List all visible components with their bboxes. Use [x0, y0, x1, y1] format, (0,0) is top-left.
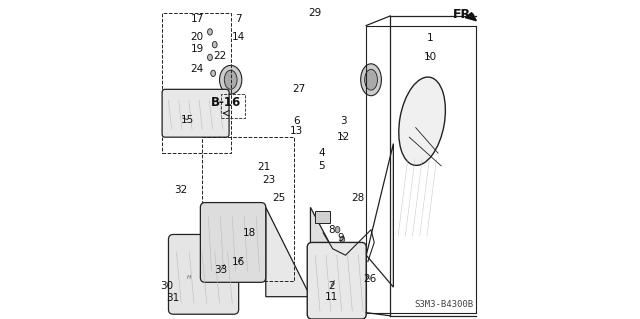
- Text: 7: 7: [236, 14, 242, 24]
- Text: 10: 10: [424, 52, 436, 63]
- Bar: [202, 137, 294, 281]
- Ellipse shape: [211, 70, 216, 77]
- Text: 20: 20: [191, 32, 204, 42]
- Ellipse shape: [340, 236, 345, 242]
- Ellipse shape: [220, 65, 242, 94]
- FancyBboxPatch shape: [200, 203, 266, 282]
- Text: 30: 30: [160, 280, 173, 291]
- Polygon shape: [310, 207, 358, 297]
- Text: 27: 27: [292, 84, 306, 94]
- Ellipse shape: [207, 54, 212, 61]
- FancyBboxPatch shape: [162, 89, 229, 137]
- FancyBboxPatch shape: [168, 234, 239, 314]
- Text: B-16: B-16: [211, 96, 241, 108]
- Text: 6: 6: [292, 116, 300, 126]
- Polygon shape: [465, 13, 476, 21]
- Text: S3M3-B4300B: S3M3-B4300B: [414, 300, 473, 309]
- Ellipse shape: [207, 29, 212, 35]
- Ellipse shape: [212, 41, 217, 48]
- Text: 33: 33: [214, 264, 228, 275]
- Text: 2: 2: [328, 280, 335, 291]
- Text: 1: 1: [427, 33, 433, 43]
- Ellipse shape: [335, 226, 340, 233]
- Bar: [316, 211, 330, 223]
- Text: 17: 17: [191, 14, 204, 24]
- Text: 16: 16: [232, 256, 245, 267]
- Text: 4: 4: [318, 148, 325, 158]
- Ellipse shape: [365, 69, 378, 90]
- Text: 29: 29: [308, 8, 322, 18]
- Text: 18: 18: [243, 228, 257, 238]
- Text: 13: 13: [289, 126, 303, 136]
- Text: 24: 24: [191, 63, 204, 74]
- Text: 9: 9: [337, 233, 344, 243]
- Text: 14: 14: [232, 32, 245, 42]
- Ellipse shape: [224, 70, 237, 89]
- Text: 21: 21: [257, 162, 271, 173]
- Text: 19: 19: [191, 44, 204, 55]
- Text: 15: 15: [181, 115, 195, 125]
- Text: 31: 31: [166, 293, 180, 303]
- Text: H: H: [187, 275, 191, 280]
- Text: FR.: FR.: [452, 8, 476, 21]
- Text: 25: 25: [272, 193, 285, 203]
- Text: 28: 28: [351, 193, 365, 203]
- Text: 12: 12: [337, 132, 351, 142]
- Polygon shape: [266, 207, 310, 297]
- Text: 11: 11: [324, 292, 338, 302]
- Ellipse shape: [399, 77, 445, 165]
- Text: 32: 32: [175, 185, 188, 195]
- Bar: [162, 13, 230, 153]
- Text: 5: 5: [318, 161, 325, 171]
- Text: 3: 3: [340, 116, 348, 126]
- Text: 22: 22: [213, 51, 226, 61]
- Bar: [221, 94, 245, 118]
- Text: 8: 8: [328, 225, 335, 235]
- FancyBboxPatch shape: [307, 242, 366, 319]
- Ellipse shape: [361, 64, 381, 96]
- Ellipse shape: [335, 246, 340, 252]
- Text: 26: 26: [363, 274, 376, 284]
- Text: 23: 23: [262, 175, 276, 185]
